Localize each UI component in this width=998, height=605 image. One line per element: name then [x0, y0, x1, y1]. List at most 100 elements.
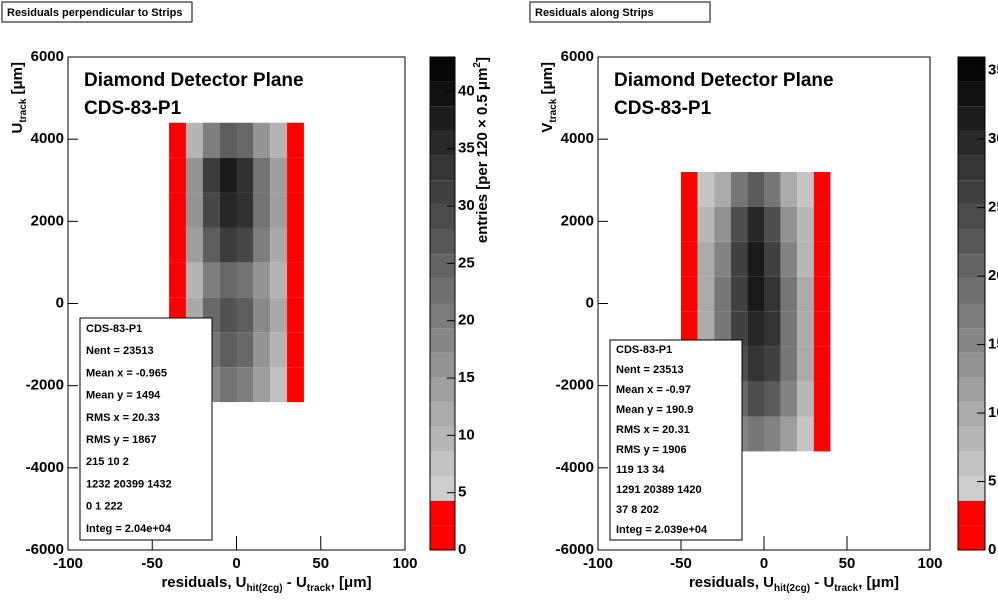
z-tick-label: 30 — [458, 197, 475, 214]
cell — [780, 381, 798, 417]
cell — [169, 227, 186, 263]
cell — [219, 332, 237, 368]
colorbar-band — [430, 451, 455, 477]
cell — [813, 416, 831, 452]
annotation: Diamond Detector Plane — [84, 70, 304, 91]
cell — [236, 367, 254, 403]
y-tick-label: -4000 — [26, 459, 64, 476]
label-script: track — [307, 583, 331, 594]
cell — [681, 172, 698, 207]
cell — [270, 227, 288, 263]
label-part: entries [per 120 × 0.5 μm — [474, 68, 491, 244]
colorbar-band — [430, 254, 455, 279]
cell — [813, 346, 831, 382]
x-tick-label: 0 — [232, 555, 240, 572]
z-tick-label: 15 — [458, 369, 475, 386]
stats-line: 119 13 34 — [616, 464, 665, 476]
cell — [780, 241, 798, 277]
cell — [747, 311, 764, 347]
stats-box — [79, 317, 213, 541]
cell — [797, 381, 814, 417]
cell — [169, 192, 186, 228]
stats-line: RMS y = 1906 — [616, 444, 687, 456]
cell — [202, 157, 220, 193]
stats-line: Integ = 2.04e+04 — [86, 523, 172, 535]
colorbar-band — [958, 81, 985, 107]
cell — [813, 381, 831, 417]
y-tick-label: -2000 — [556, 377, 594, 394]
cell — [813, 311, 831, 347]
colorbar-band — [430, 500, 455, 526]
label-part: [μm] — [539, 62, 556, 99]
axis-label: entries [per 120 × 0.5 μm2] — [472, 57, 491, 243]
colorbar-band — [958, 525, 985, 550]
annotation: CDS-83-P1 — [614, 98, 712, 119]
colorbar-band — [430, 377, 455, 403]
cell — [236, 192, 254, 228]
axis-label: Vtrack [μm] — [539, 62, 559, 133]
y-tick-label: -2000 — [26, 377, 64, 394]
cell — [764, 206, 781, 242]
label-script: hit(2cg) — [247, 583, 283, 594]
cell — [219, 192, 237, 228]
z-tick-label: 40 — [458, 82, 475, 99]
colorbar-band — [958, 451, 985, 477]
title-box — [529, 1, 711, 23]
z-tick-label: 35 — [988, 62, 998, 79]
label-part: U — [9, 123, 26, 134]
cell — [681, 206, 698, 242]
title: Residuals perpendicular to Strips — [7, 7, 182, 19]
colorbar-band — [958, 130, 985, 156]
cell — [730, 206, 748, 242]
colorbar-band — [958, 57, 985, 82]
label-part: , [μm] — [858, 574, 899, 591]
cell — [253, 122, 271, 158]
stats-line: 37 8 202 — [616, 504, 659, 516]
stats-line: 215 10 2 — [86, 456, 129, 468]
colorbar-band — [958, 328, 985, 353]
cell — [253, 297, 271, 333]
cell — [714, 241, 731, 277]
colorbar-band — [430, 426, 455, 452]
colorbar-band — [958, 500, 985, 526]
cell — [730, 311, 748, 347]
cell — [287, 297, 304, 333]
y-tick-label: -6000 — [26, 541, 64, 558]
cell — [169, 122, 186, 158]
z-tick-label: 10 — [988, 404, 998, 421]
cell — [219, 367, 237, 403]
cell — [236, 297, 254, 333]
colorbar-band — [430, 303, 455, 329]
cell — [813, 172, 831, 207]
cell — [253, 192, 271, 228]
cell — [813, 276, 831, 312]
cell — [714, 172, 731, 207]
cell — [697, 241, 715, 277]
label-part: - U — [810, 574, 834, 591]
cell — [219, 157, 237, 193]
label-part: ] — [474, 57, 491, 62]
colorbar-band — [958, 278, 985, 304]
z-tick-label: 15 — [988, 336, 998, 353]
cell — [169, 157, 186, 193]
cell — [780, 172, 798, 207]
stats-box — [609, 339, 743, 541]
cell — [797, 416, 814, 452]
colorbar-band — [958, 352, 985, 378]
cell — [219, 227, 237, 263]
label-part: residuals, U — [161, 574, 246, 591]
cell — [747, 206, 764, 242]
cell — [714, 206, 731, 242]
colorbar-band — [958, 204, 985, 230]
cell — [714, 311, 731, 347]
cell — [185, 192, 203, 228]
cell — [764, 346, 781, 382]
z-tick-label: 5 — [458, 484, 466, 501]
x-tick-label: -50 — [141, 555, 163, 572]
x-tick-label: 50 — [839, 555, 856, 572]
stats-line: CDS-83-P1 — [616, 344, 672, 356]
cell — [764, 172, 781, 207]
label-script: track — [548, 98, 559, 122]
y-tick-label: 0 — [56, 294, 64, 311]
stats-line: Mean y = 1494 — [86, 390, 161, 402]
